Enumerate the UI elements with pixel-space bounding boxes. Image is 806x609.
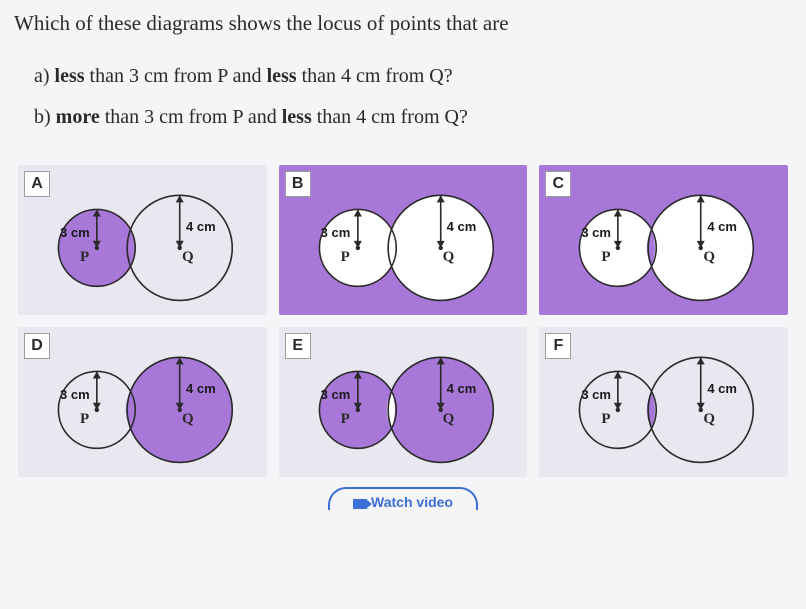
card-label: A — [24, 171, 50, 197]
diagram-card-A[interactable]: A 3 cm 4 cm P Q — [18, 165, 267, 315]
radius-q-label: 4 cm — [186, 219, 216, 234]
question-stem: Which of these diagrams shows the locus … — [0, 0, 806, 41]
radius-p-label: 3 cm — [581, 387, 611, 402]
video-icon — [353, 499, 367, 509]
diagram-card-B[interactable]: B 3 cm 4 cm P Q — [279, 165, 528, 315]
venn-diagram — [18, 165, 267, 315]
watch-video-label: Watch video — [371, 494, 453, 510]
card-label: F — [545, 333, 571, 359]
part-b-bold1: more — [56, 106, 100, 128]
watch-video-button[interactable]: Watch video — [328, 487, 478, 510]
point-q-label: Q — [443, 411, 455, 428]
point-q-label: Q — [443, 249, 455, 266]
point-q-label: Q — [703, 411, 715, 428]
part-a-letter: a) — [34, 65, 50, 87]
radius-q-label: 4 cm — [707, 219, 737, 234]
diagram-card-D[interactable]: D 3 cm 4 cm P Q — [18, 327, 267, 477]
part-a: a) less than 3 cm from P and less than 4… — [34, 65, 792, 88]
part-a-bold1: less — [55, 65, 85, 87]
card-label: D — [24, 333, 50, 359]
part-b: b) more than 3 cm from P and less than 4… — [34, 106, 792, 129]
venn-diagram — [539, 327, 788, 477]
point-p-label: P — [601, 249, 610, 266]
part-b-letter: b) — [34, 106, 51, 128]
card-label: B — [285, 171, 311, 197]
radius-q-label: 4 cm — [186, 381, 216, 396]
venn-diagram — [18, 327, 267, 477]
diagram-grid: A 3 cm 4 cm P Q B 3 cm 4 cm P Q C 3 cm 4 cm P Q D 3 cm 4 … — [0, 159, 806, 477]
radius-q-label: 4 cm — [707, 381, 737, 396]
diagram-card-F[interactable]: F 3 cm 4 cm P Q — [539, 327, 788, 477]
point-q-label: Q — [182, 249, 194, 266]
radius-p-label: 3 cm — [60, 387, 90, 402]
part-b-bold2: less — [282, 106, 312, 128]
part-a-bold2: less — [267, 65, 297, 87]
point-p-label: P — [80, 411, 89, 428]
point-p-label: P — [341, 249, 350, 266]
radius-q-label: 4 cm — [447, 381, 477, 396]
part-a-text2: than 4 cm from Q? — [297, 65, 453, 87]
venn-diagram — [279, 165, 528, 315]
point-p-label: P — [80, 249, 89, 266]
point-p-label: P — [341, 411, 350, 428]
diagram-card-E[interactable]: E 3 cm 4 cm P Q — [279, 327, 528, 477]
venn-diagram — [279, 327, 528, 477]
point-q-label: Q — [703, 249, 715, 266]
question-subparts: a) less than 3 cm from P and less than 4… — [0, 41, 806, 159]
card-label: C — [545, 171, 571, 197]
radius-p-label: 3 cm — [581, 225, 611, 240]
part-a-text1: than 3 cm from P and — [85, 65, 267, 87]
diagram-card-C[interactable]: C 3 cm 4 cm P Q — [539, 165, 788, 315]
part-b-text2: than 4 cm from Q? — [312, 106, 468, 128]
radius-p-label: 3 cm — [321, 225, 351, 240]
part-b-text1: than 3 cm from P and — [100, 106, 282, 128]
point-p-label: P — [601, 411, 610, 428]
radius-q-label: 4 cm — [447, 219, 477, 234]
radius-p-label: 3 cm — [60, 225, 90, 240]
point-q-label: Q — [182, 411, 194, 428]
radius-p-label: 3 cm — [321, 387, 351, 402]
venn-diagram — [539, 165, 788, 315]
card-label: E — [285, 333, 311, 359]
